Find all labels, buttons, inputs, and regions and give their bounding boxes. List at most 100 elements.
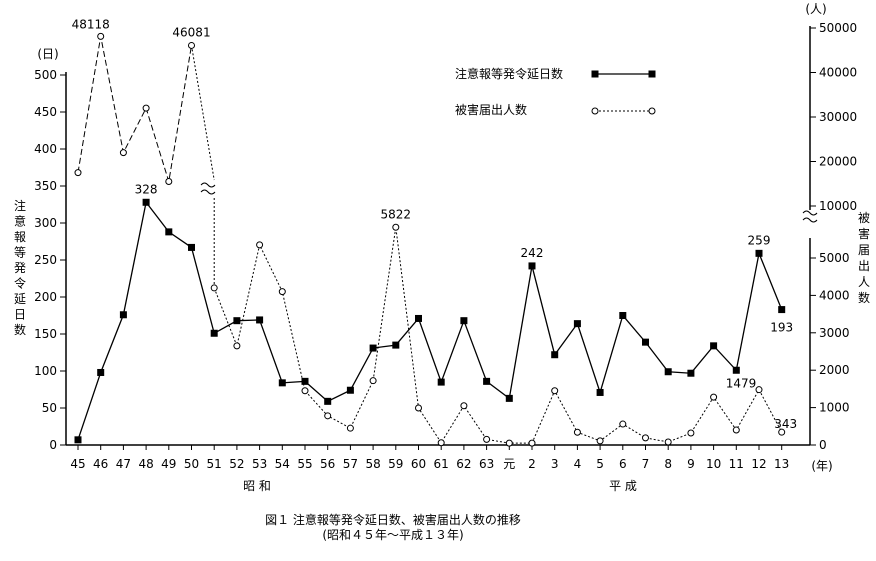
days-point	[233, 317, 241, 325]
victims-point	[437, 439, 445, 447]
days-point	[596, 388, 604, 396]
x-tick-label: 7	[642, 457, 650, 471]
data-label: 1479	[726, 377, 757, 391]
x-tick-label: 4	[574, 457, 582, 471]
x-tick-label: 6	[619, 457, 627, 471]
left-axis-title-char: 発	[14, 261, 26, 275]
data-label: 5822	[381, 207, 412, 221]
x-tick-label: 8	[664, 457, 672, 471]
victims-point	[369, 377, 377, 385]
left-tick-label: 0	[49, 438, 57, 452]
left-axis-unit: (日)	[37, 47, 58, 61]
x-tick-label: 51	[207, 457, 222, 471]
days-point	[97, 368, 105, 376]
days-point	[505, 394, 513, 402]
days-point	[392, 341, 400, 349]
x-tick-label: 54	[275, 457, 290, 471]
right-axis-title-char: 被	[858, 211, 870, 225]
legend-marker-victims	[591, 107, 599, 115]
victims-point	[165, 178, 173, 186]
x-tick-label: 59	[388, 457, 403, 471]
left-axis-title-char: 注	[14, 198, 26, 213]
series-line-victims-break-upper	[191, 45, 215, 181]
x-tick-label: 48	[138, 457, 153, 471]
right-tick-label: 50000	[819, 21, 857, 35]
victims-point	[778, 428, 786, 436]
left-axis-title-char: 数	[14, 322, 26, 337]
x-tick-label: 55	[297, 457, 312, 471]
data-label: 259	[748, 233, 771, 247]
left-tick-label: 400	[34, 142, 57, 156]
right-axis-title-char: 人	[858, 275, 870, 289]
victims-point	[346, 424, 354, 432]
days-point	[369, 344, 377, 352]
x-tick-label: 52	[229, 457, 244, 471]
days-point	[210, 329, 218, 337]
x-tick-label: 5	[596, 457, 604, 471]
days-point	[755, 249, 763, 257]
left-tick-label: 300	[34, 216, 57, 230]
right-tick-label: 20000	[819, 155, 857, 169]
x-tick-label: 47	[116, 457, 131, 471]
right-tick-label: 4000	[819, 288, 850, 302]
era-label-heisei: 平 成	[609, 479, 637, 493]
left-axis-title-char: 令	[14, 276, 26, 291]
x-tick-label: 57	[343, 457, 358, 471]
victims-point	[142, 104, 150, 112]
days-point	[256, 316, 264, 324]
victims-point	[301, 387, 309, 395]
left-axis-title-char: 等	[14, 246, 26, 260]
days-point	[278, 379, 286, 387]
era-label-showa: 昭 和	[243, 479, 271, 493]
days-point	[142, 198, 150, 206]
right-tick-label: 1000	[819, 401, 850, 415]
axis-break-wave	[802, 210, 818, 216]
victims-point	[596, 437, 604, 445]
victims-point	[732, 426, 740, 434]
x-tick-label: 13	[774, 457, 789, 471]
victims-point	[97, 32, 105, 40]
victims-point	[233, 342, 241, 350]
x-tick-label: 62	[456, 457, 471, 471]
right-tick-label: 5000	[819, 251, 850, 265]
legend-label-victims: 被害届出人数	[455, 102, 527, 117]
x-tick-label: 63	[479, 457, 494, 471]
x-tick-label: 50	[184, 457, 199, 471]
days-point	[324, 397, 332, 405]
right-axis-title-char: 害	[858, 226, 870, 241]
days-point	[415, 314, 422, 322]
left-tick-label: 100	[34, 364, 57, 378]
days-point	[346, 386, 354, 394]
right-axis-title-char: 出	[858, 259, 870, 273]
data-label: 46081	[172, 25, 210, 39]
days-point	[642, 338, 649, 346]
days-point	[710, 342, 718, 350]
caption: 図１ 注意報等発令延日数、被害届出人数の推移 (昭和４５年〜平成１３年)	[265, 512, 521, 542]
victims-point	[528, 439, 536, 447]
x-tick-label: 56	[320, 457, 335, 471]
days-point	[664, 368, 672, 376]
days-point	[619, 312, 627, 319]
days-point	[483, 377, 491, 385]
right-axis-unit: (人)	[805, 2, 826, 16]
series-markers	[74, 32, 786, 447]
left-tick-label: 450	[34, 105, 57, 119]
victims-point	[324, 412, 332, 420]
data-label: 343	[774, 417, 797, 431]
days-point	[74, 436, 82, 444]
x-tick-label: 60	[411, 457, 426, 471]
days-point	[119, 311, 127, 319]
left-tick-label: 250	[34, 253, 57, 267]
data-label: 242	[521, 246, 544, 260]
victims-point	[619, 420, 627, 428]
victims-point	[710, 393, 718, 401]
victims-point	[551, 387, 559, 395]
x-axis-unit: (年)	[811, 459, 832, 473]
right-axis-ticks: 0 1000 2000 3000 4000 5000 10000 20000 30000 4000…	[810, 21, 857, 452]
days-point	[551, 351, 559, 359]
victims-point	[642, 434, 649, 442]
x-tick-label: 元	[503, 457, 515, 471]
